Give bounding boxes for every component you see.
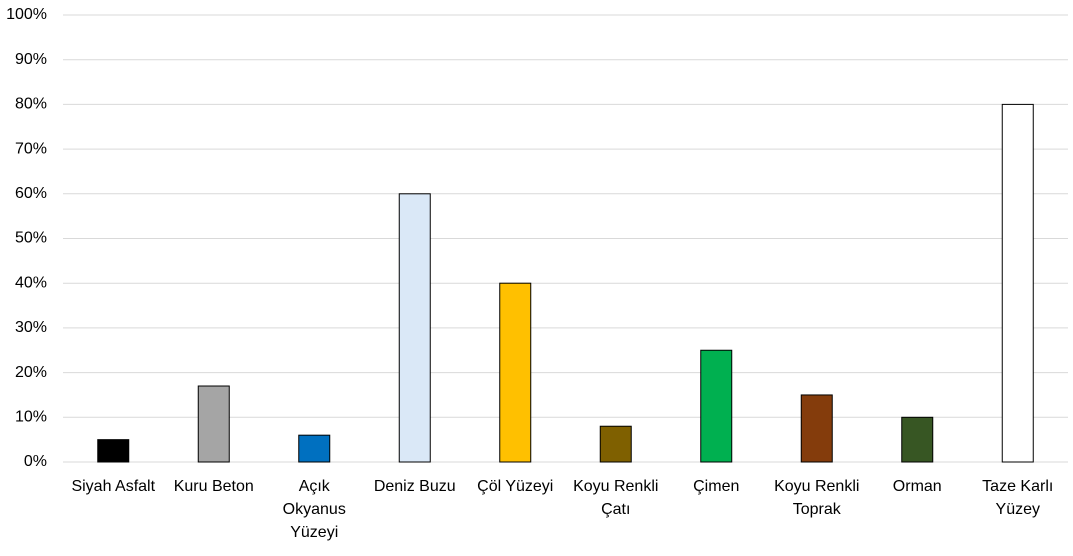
y-tick-label: 40%: [15, 274, 47, 291]
y-tick-label: 20%: [15, 364, 47, 381]
y-tick-label: 30%: [15, 319, 47, 336]
y-tick-label: 50%: [15, 230, 47, 247]
bar: [298, 434, 331, 463]
y-tick-label: 80%: [15, 96, 47, 113]
x-tick-label: Çöl Yüzeyi: [477, 478, 554, 495]
bar: [499, 282, 532, 463]
x-tick-label: Kuru Beton: [173, 478, 254, 495]
bar: [599, 425, 632, 463]
y-tick-label: 0%: [24, 453, 47, 470]
bar: [800, 394, 833, 463]
y-tick-label: 10%: [15, 409, 47, 426]
bar: [197, 385, 230, 463]
bar: [398, 193, 431, 463]
y-tick-label: 90%: [15, 51, 47, 68]
y-tick-label: 60%: [15, 185, 47, 202]
bar: [97, 439, 130, 463]
x-tick-label: Taze Karlı Yüzey: [982, 478, 1054, 518]
x-tick-label: Koyu Renkli Çatı: [573, 478, 659, 518]
x-tick-label: Koyu Renkli Toprak: [774, 478, 860, 518]
bar: [901, 416, 934, 463]
y-tick-label: 70%: [15, 140, 47, 157]
x-tick-label: Orman: [892, 478, 942, 495]
x-tick-label: Deniz Buzu: [373, 478, 456, 495]
x-tick-label: Açık Okyanus Yüzeyi: [282, 478, 346, 541]
y-tick-label: 100%: [6, 6, 47, 23]
bar: [700, 349, 733, 463]
x-tick-label: Çimen: [693, 478, 740, 495]
x-tick-label: Siyah Asfalt: [71, 478, 156, 495]
bar: [1001, 103, 1034, 463]
